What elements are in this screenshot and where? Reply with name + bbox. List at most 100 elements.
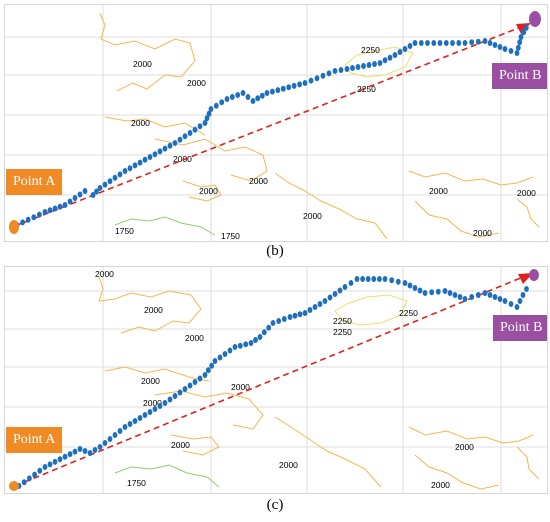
path-dot: [492, 42, 498, 48]
path-dot: [224, 96, 230, 102]
contour-label: 2000: [173, 154, 192, 164]
path-dot: [523, 24, 529, 31]
path-dot: [371, 276, 377, 282]
path-dot: [514, 50, 520, 56]
path-dot: [77, 446, 83, 452]
path-dot: [127, 165, 133, 172]
contour-label: 2000: [303, 211, 322, 221]
contour-label: 2000: [141, 376, 160, 386]
path-dot: [107, 436, 113, 442]
path-dot: [205, 367, 211, 374]
map-panel-c: 2000 2000 2000 2000 2000 2000 2000 2000 …: [4, 266, 548, 494]
path-dot: [250, 98, 256, 104]
path-dot: [177, 136, 183, 143]
path-dot: [482, 38, 488, 44]
path-dot: [147, 154, 153, 160]
path-dot: [317, 301, 323, 307]
path-dot: [42, 209, 48, 215]
path-dot: [232, 344, 238, 350]
path-dot: [524, 286, 529, 292]
path-dot: [212, 358, 218, 364]
path-dot: [217, 354, 223, 361]
path-dot: [192, 379, 198, 385]
path-dot: [31, 214, 37, 221]
path-dot: [508, 301, 514, 307]
path-dot: [162, 400, 168, 406]
path-dot: [227, 347, 233, 354]
path-dot: [32, 471, 37, 478]
point-b-label: Point B: [493, 315, 547, 341]
path-dot: [407, 282, 413, 289]
map-canvas-b: 2000 2000 2000 2000 2000 2000 2000 2000 …: [5, 5, 547, 241]
path-dot: [266, 324, 272, 331]
path-dot: [508, 48, 514, 54]
path-dot: [187, 382, 193, 389]
path-dot: [202, 120, 208, 126]
path-dot: [389, 277, 395, 284]
path-dot: [521, 29, 527, 36]
contour-label: 1750: [127, 478, 146, 488]
path-dot: [52, 458, 58, 465]
path-dot: [469, 39, 475, 46]
path-dot: [182, 133, 188, 140]
contour-label: 2000: [131, 118, 150, 128]
path-dot: [192, 126, 198, 133]
path-dot: [307, 307, 313, 313]
caption-b: (b): [266, 243, 284, 259]
path-dot: [152, 151, 158, 158]
path-dot: [431, 40, 437, 46]
path-dot: [72, 448, 78, 455]
contour-label: 2000: [429, 186, 448, 196]
path-dot: [132, 418, 138, 424]
path-dot: [27, 475, 32, 482]
path-dot: [412, 285, 418, 291]
path-dot: [117, 428, 123, 434]
path-dot: [172, 140, 178, 146]
path-dot: [326, 70, 332, 77]
path-dot: [443, 40, 449, 46]
path-dot: [172, 393, 178, 399]
point-a-label: Point A: [6, 169, 63, 195]
path-dot: [412, 40, 418, 46]
path-dot: [72, 195, 78, 201]
map-canvas-c: 2000 2000 2000 2000 2000 2000 2000 2000 …: [5, 267, 547, 493]
path-dot: [395, 278, 401, 285]
path-dot: [377, 276, 382, 282]
path-dot: [291, 82, 297, 89]
path-dot: [397, 49, 403, 55]
path-dot: [429, 289, 435, 296]
path-dot: [320, 72, 326, 79]
contour-label: 2000: [185, 333, 204, 343]
path-dot: [235, 92, 241, 98]
path-dot: [67, 198, 73, 205]
point-b-marker: [529, 269, 539, 281]
path-dot: [297, 81, 302, 88]
path-dot: [259, 92, 265, 99]
path-dot: [122, 424, 128, 430]
path-dot: [197, 123, 203, 130]
path-dot: [275, 87, 281, 94]
path-dot: [342, 284, 348, 290]
contour-label: 2000: [231, 382, 250, 392]
path-dot: [348, 280, 354, 286]
path-dot: [337, 287, 343, 294]
path-dot: [280, 85, 286, 92]
path-dot: [377, 60, 383, 66]
contour-label: 2000: [249, 176, 268, 186]
path-dot: [248, 340, 254, 346]
path-dot: [382, 57, 388, 64]
contour-label: 2000: [455, 442, 474, 452]
contour-label: 2000: [95, 269, 114, 279]
path-dot: [332, 291, 338, 297]
path-dot: [447, 290, 453, 296]
path-dot: [365, 276, 371, 282]
path-dot: [67, 451, 73, 458]
path-dot: [243, 341, 249, 348]
path-dot: [37, 467, 43, 474]
path-dot: [308, 77, 314, 84]
path-dot: [197, 375, 203, 382]
path-dot: [152, 406, 158, 412]
path-dot: [107, 178, 113, 185]
path-dot: [137, 415, 143, 421]
contour-labels: 2000 2000 2000 2000 2000 2000 2000 2000 …: [95, 269, 474, 490]
